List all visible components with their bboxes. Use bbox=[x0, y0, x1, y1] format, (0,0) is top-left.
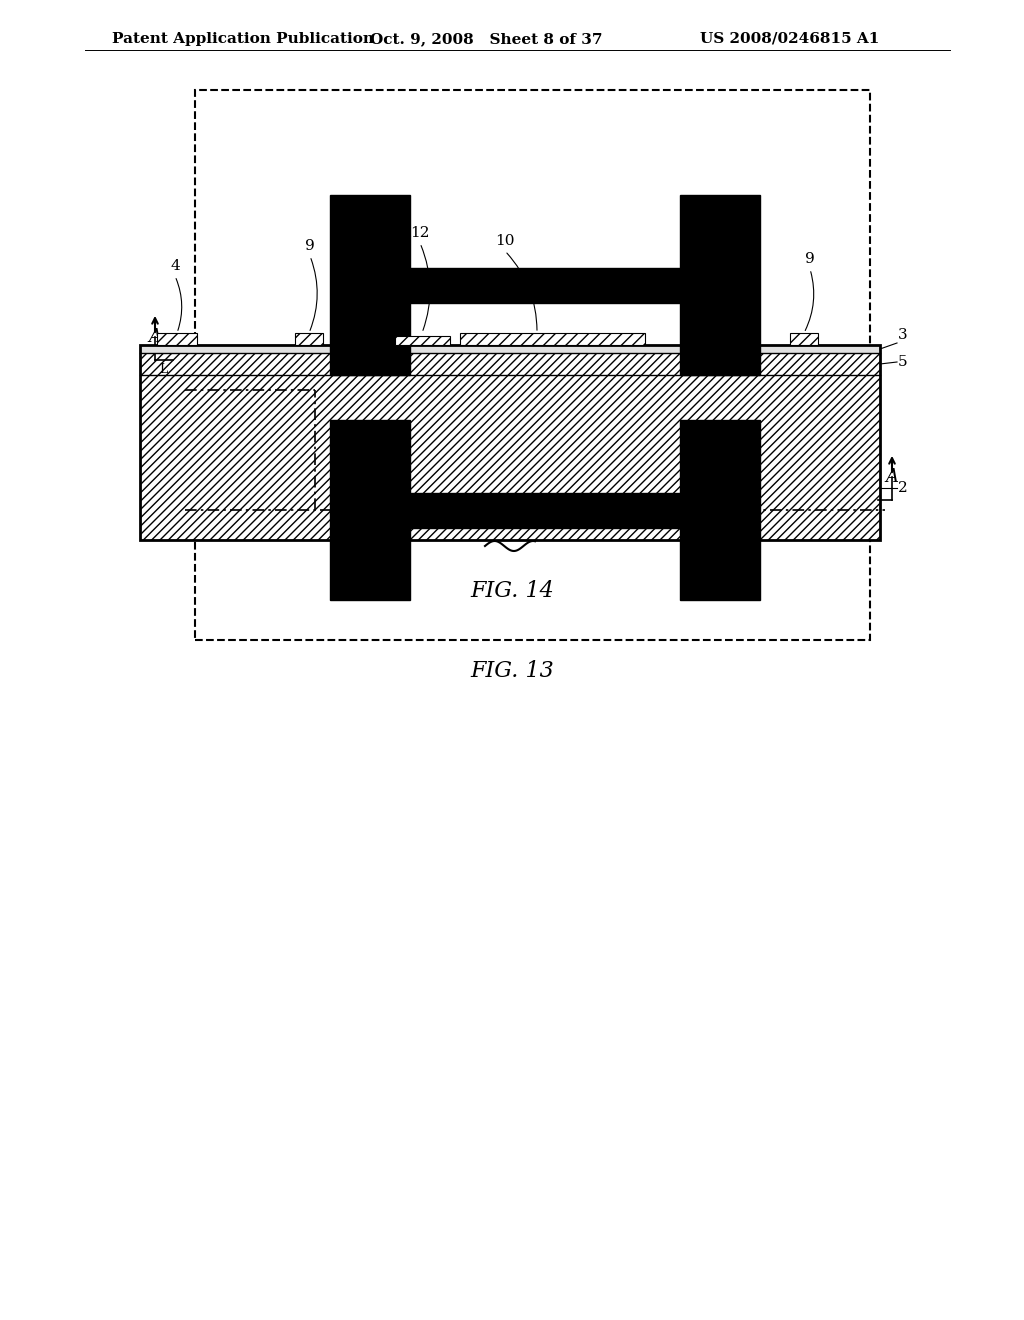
Bar bbox=[140, 375, 880, 540]
Bar bbox=[330, 195, 410, 375]
Text: 9: 9 bbox=[305, 239, 314, 253]
Bar bbox=[395, 337, 450, 345]
Text: 9: 9 bbox=[805, 252, 815, 267]
Text: 5: 5 bbox=[898, 355, 907, 370]
Bar bbox=[410, 492, 680, 528]
Text: 2: 2 bbox=[898, 480, 907, 495]
Bar bbox=[195, 90, 870, 640]
Bar bbox=[680, 195, 760, 375]
Bar bbox=[410, 268, 680, 302]
Text: FIG. 13: FIG. 13 bbox=[470, 660, 554, 682]
Text: 10: 10 bbox=[496, 234, 515, 248]
Text: 3: 3 bbox=[898, 327, 907, 342]
Text: 4: 4 bbox=[170, 259, 180, 273]
Text: US 2008/0246815 A1: US 2008/0246815 A1 bbox=[700, 32, 880, 46]
Text: Patent Application Publication: Patent Application Publication bbox=[112, 32, 374, 46]
Text: 12: 12 bbox=[411, 226, 430, 240]
Bar bbox=[790, 333, 818, 345]
Text: A: A bbox=[886, 469, 898, 486]
Text: FIG. 14: FIG. 14 bbox=[470, 579, 554, 602]
Bar bbox=[460, 333, 645, 345]
Bar bbox=[157, 333, 197, 345]
Bar bbox=[140, 345, 880, 352]
Bar bbox=[295, 333, 323, 345]
Bar bbox=[140, 345, 880, 540]
Text: L: L bbox=[159, 363, 167, 376]
Bar bbox=[330, 420, 410, 601]
Text: Oct. 9, 2008   Sheet 8 of 37: Oct. 9, 2008 Sheet 8 of 37 bbox=[370, 32, 602, 46]
Bar bbox=[680, 420, 760, 601]
Bar bbox=[140, 352, 880, 375]
Text: A: A bbox=[148, 327, 162, 346]
